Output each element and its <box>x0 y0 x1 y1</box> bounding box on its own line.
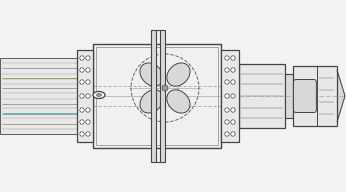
Bar <box>0 58 82 134</box>
Bar <box>77 50 93 142</box>
Ellipse shape <box>140 63 163 86</box>
Circle shape <box>225 80 229 84</box>
Bar <box>293 66 337 126</box>
Circle shape <box>231 120 235 124</box>
Circle shape <box>225 56 229 60</box>
Circle shape <box>80 132 84 136</box>
Bar <box>151 30 156 162</box>
Circle shape <box>86 132 90 136</box>
Circle shape <box>225 132 229 136</box>
Circle shape <box>231 80 235 84</box>
Ellipse shape <box>93 92 105 98</box>
Circle shape <box>231 108 235 112</box>
Circle shape <box>231 132 235 136</box>
Ellipse shape <box>167 63 190 86</box>
Circle shape <box>86 56 90 60</box>
Circle shape <box>225 120 229 124</box>
Bar <box>160 30 165 162</box>
Bar <box>96 47 218 145</box>
Bar <box>221 50 239 142</box>
Circle shape <box>86 120 90 124</box>
Circle shape <box>231 56 235 60</box>
Ellipse shape <box>167 90 190 113</box>
Bar <box>239 64 285 128</box>
Circle shape <box>80 94 84 98</box>
Circle shape <box>86 108 90 112</box>
Polygon shape <box>337 70 345 122</box>
Circle shape <box>80 120 84 124</box>
Circle shape <box>162 85 168 91</box>
Circle shape <box>231 68 235 72</box>
Ellipse shape <box>97 94 101 97</box>
Circle shape <box>86 94 90 98</box>
Circle shape <box>86 80 90 84</box>
Bar <box>93 44 221 148</box>
Circle shape <box>80 68 84 72</box>
Circle shape <box>80 108 84 112</box>
FancyBboxPatch shape <box>293 79 316 113</box>
Bar <box>285 74 293 118</box>
Circle shape <box>231 94 235 98</box>
Circle shape <box>80 56 84 60</box>
Circle shape <box>86 68 90 72</box>
Circle shape <box>225 108 229 112</box>
Circle shape <box>225 94 229 98</box>
Circle shape <box>225 68 229 72</box>
Ellipse shape <box>140 90 163 113</box>
Circle shape <box>80 80 84 84</box>
